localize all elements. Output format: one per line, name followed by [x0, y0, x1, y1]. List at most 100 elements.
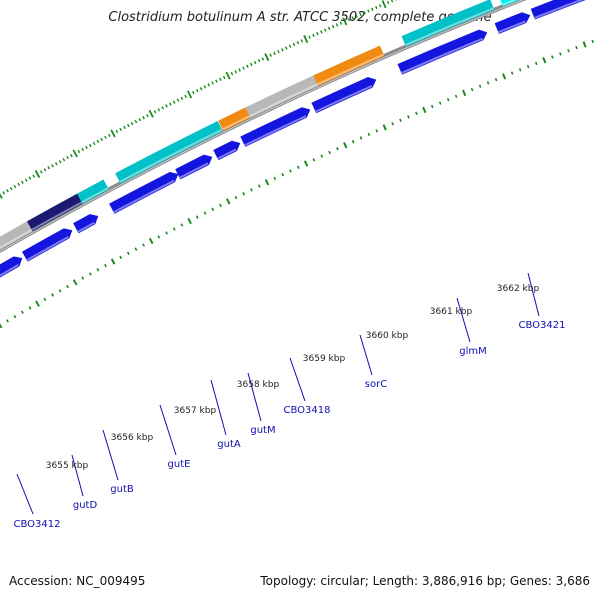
inner-tick — [225, 71, 231, 80]
forward-gene-9-bevel — [401, 37, 483, 74]
reverse-gene-8-bevel — [317, 53, 385, 86]
outer-tick — [28, 306, 32, 310]
inner-tick — [51, 164, 54, 168]
position-label: 3655 kbp — [46, 461, 89, 471]
inner-tick — [39, 170, 43, 174]
gene-label-gutb: gutB — [110, 484, 134, 495]
inner-tick — [199, 87, 203, 91]
outer-tick — [35, 300, 40, 307]
inner-tick — [107, 133, 111, 138]
inner-tick — [165, 104, 168, 108]
outer-tick — [415, 111, 418, 116]
inner-tick — [58, 160, 62, 164]
outer-tick — [219, 203, 222, 208]
outer-tick — [6, 319, 9, 323]
inner-tick — [142, 115, 145, 120]
outer-tick — [21, 310, 24, 314]
reverse-gene-3-body — [77, 179, 109, 204]
leader-line-glmm — [456, 297, 471, 343]
outer-tick — [446, 97, 450, 102]
position-label: 3658 kbp — [237, 380, 280, 390]
forward-gene-8-bevel — [315, 85, 373, 113]
inner-tick — [211, 81, 214, 85]
forward-gene-3-bevel — [77, 221, 95, 233]
outer-tick — [486, 81, 490, 85]
reverse-gene-3-bevel — [81, 187, 109, 204]
outer-tick — [542, 57, 547, 64]
leader-line-cbo3418 — [289, 357, 306, 402]
outer-tick — [438, 101, 442, 105]
leader-line-gutb — [102, 429, 119, 481]
outer-tick — [180, 223, 184, 227]
inner-tick — [96, 139, 100, 144]
gene-label-gutd: gutD — [73, 500, 98, 511]
outer-tick — [336, 147, 339, 151]
leader-line-cbo3421 — [527, 272, 540, 317]
inner-tick — [347, 17, 351, 22]
inner-tick — [110, 129, 116, 138]
forward-gene-1-bevel — [0, 264, 19, 277]
outer-tick — [551, 55, 554, 59]
outer-tick — [391, 122, 394, 126]
inner-tick — [355, 14, 358, 18]
genome-stats-text: Topology: circular; Length: 3,886,916 bp… — [260, 574, 590, 588]
outer-tick — [58, 289, 62, 293]
outer-tick — [582, 41, 587, 48]
inner-tick — [176, 98, 180, 102]
inner-tick — [303, 35, 309, 44]
reverse-gene-4-body — [115, 137, 189, 184]
inner-tick — [2, 191, 6, 195]
outer-tick — [126, 251, 130, 255]
forward-gene-9 — [397, 29, 488, 75]
outer-tick — [510, 71, 514, 75]
tick-marks — [0, 0, 594, 329]
inner-tick — [100, 137, 104, 142]
forward-gene-11-bevel — [534, 0, 584, 19]
forward-gene-2-body — [21, 228, 73, 262]
gene-label-guta: gutA — [217, 439, 241, 450]
backbone-arc — [0, 0, 527, 254]
inner-tick — [43, 168, 47, 172]
inner-tick — [203, 85, 207, 89]
outer-tick — [296, 165, 300, 169]
inner-tick — [246, 64, 249, 68]
reverse-gene-4-bevel — [119, 145, 189, 183]
inner-tick — [300, 39, 304, 43]
reverse-gene-4 — [115, 137, 189, 184]
reverse-gene-5-body — [183, 120, 223, 149]
outer-tick — [257, 184, 261, 188]
outer-tick — [226, 198, 231, 205]
outer-tick — [242, 192, 246, 196]
inner-tick — [273, 51, 276, 56]
outer-tick — [110, 258, 116, 265]
inner-tick — [230, 72, 234, 76]
inner-tick — [363, 11, 366, 15]
inner-tick — [72, 149, 78, 158]
outer-tick — [567, 49, 570, 53]
forward-gene-7-bevel — [244, 115, 307, 147]
outer-tick — [211, 207, 215, 211]
outer-tick — [462, 89, 467, 97]
inner-tick — [54, 162, 58, 166]
inner-tick — [104, 135, 107, 140]
inner-tick — [88, 143, 92, 148]
accession-text: Accession: NC_009495 — [9, 574, 146, 588]
forward-gene-1 — [0, 256, 23, 278]
inner-tick — [331, 25, 335, 29]
forward-gene-4-bevel — [113, 179, 175, 214]
outer-tick — [88, 272, 92, 276]
inner-tick — [184, 94, 188, 99]
outer-tick — [203, 211, 207, 215]
inner-tick — [327, 26, 331, 31]
outer-tick — [96, 268, 100, 272]
position-label: 3657 kbp — [174, 406, 217, 416]
inner-tick — [138, 117, 142, 122]
outer-tick — [454, 94, 458, 98]
inner-tick — [70, 153, 73, 158]
outer-tick — [264, 179, 270, 186]
gene-label-gute: gutE — [168, 459, 191, 470]
inner-tick — [130, 121, 134, 126]
inner-tick — [0, 193, 3, 199]
genome-backbone — [0, 0, 527, 254]
inner-tick — [66, 155, 69, 160]
